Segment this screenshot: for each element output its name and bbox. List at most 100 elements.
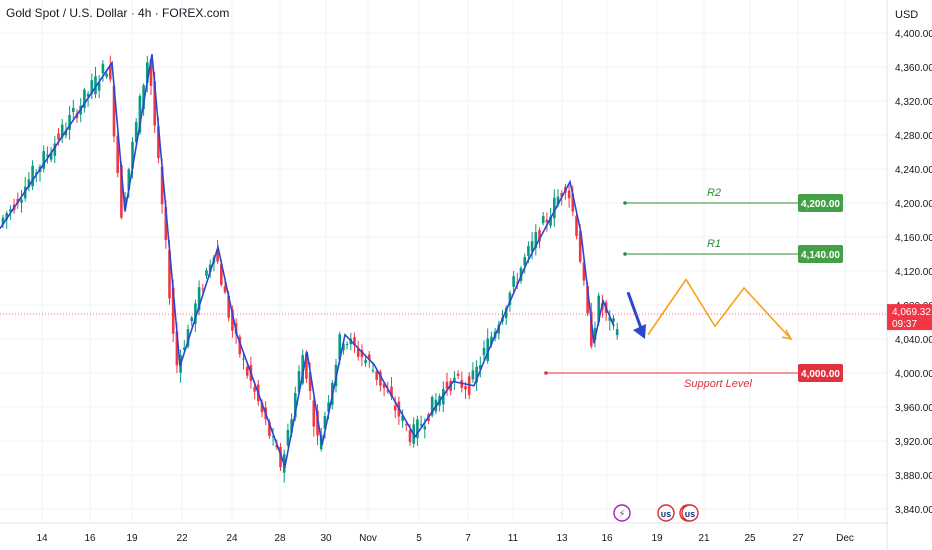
candle-body: [475, 366, 478, 383]
time-tick-label: 11: [508, 533, 519, 544]
candle-body: [312, 400, 316, 427]
candle-body: [9, 209, 12, 212]
candle-body: [360, 349, 364, 358]
candle-body: [171, 287, 175, 334]
candle-body: [27, 179, 31, 188]
candle-body: [523, 256, 526, 266]
candle-body: [534, 232, 538, 248]
level-price-label: 4,140.00: [801, 250, 840, 261]
price-tick-label: 4,320.00: [895, 97, 932, 108]
current-price-tag: [887, 304, 932, 331]
candle-body: [556, 196, 560, 205]
candle-body: [382, 383, 386, 388]
candle-body: [146, 62, 149, 83]
candle-body: [464, 386, 467, 390]
candle-body: [120, 164, 123, 218]
candle-body: [97, 82, 101, 91]
symbol-title[interactable]: Gold Spot / U.S. Dollar · 4h · FOREX.com: [6, 6, 230, 20]
bar-countdown: 09:37: [892, 319, 917, 330]
candle-body: [20, 199, 23, 203]
candle-body: [201, 288, 205, 290]
price-tick-label: 3,840.00: [895, 505, 932, 516]
level-price-badge: [798, 194, 843, 212]
currency-label[interactable]: USD: [895, 9, 919, 21]
candle-body: [197, 287, 201, 311]
candle-body: [549, 216, 552, 226]
candle-body: [371, 370, 375, 372]
candle-body: [186, 329, 190, 347]
candle-body: [175, 331, 179, 366]
candle-body: [231, 309, 234, 331]
price-tick-label: 4,200.00: [895, 199, 932, 210]
candle-body: [430, 397, 434, 416]
candle-body: [35, 172, 38, 174]
us-event-icon: [681, 504, 699, 522]
time-tick-label: 24: [226, 533, 238, 544]
candle-body: [5, 212, 8, 220]
candle-body: [578, 230, 582, 262]
candle-body: [486, 338, 489, 362]
candle-body: [386, 390, 390, 392]
event-marker-glyph: US: [685, 511, 696, 519]
wave-polyline: [0, 54, 615, 470]
level-name: R2: [707, 187, 721, 199]
candle-body: [612, 318, 615, 322]
candle-body: [301, 355, 304, 384]
projection-polyline: [647, 278, 792, 340]
time-tick-label: 27: [792, 533, 804, 544]
time-tick-label: 16: [84, 533, 96, 544]
price-tick-label: 3,920.00: [895, 437, 932, 448]
candle-body: [142, 85, 145, 110]
candle-body: [153, 81, 156, 126]
candle-body: [101, 63, 105, 74]
candle-body: [216, 249, 219, 262]
candles: [1, 55, 619, 483]
candle-body: [90, 80, 94, 94]
level-price-label: 4,000.00: [801, 369, 840, 380]
candle-body: [242, 358, 245, 360]
price-tick-label: 4,240.00: [895, 165, 932, 176]
candle-body: [538, 230, 541, 242]
candle-body: [327, 402, 330, 412]
candle-body: [160, 166, 164, 205]
candle-body: [615, 329, 619, 336]
candle-body: [279, 446, 282, 468]
time-tick-label: 13: [556, 533, 568, 544]
candle-body: [168, 250, 171, 299]
candle-body: [571, 193, 575, 212]
candle-body: [138, 96, 142, 133]
candle-body: [49, 152, 53, 160]
candle-body: [208, 264, 212, 272]
candle-body: [527, 245, 530, 256]
time-tick-label: 22: [176, 533, 188, 544]
candle-body: [238, 336, 242, 355]
candle-body: [64, 130, 68, 136]
candle-body: [445, 381, 449, 389]
time-axis: 14 16 19 22 24 28 30 Nov 5 7 11 13 16 19 21 25 27 Dec: [36, 533, 853, 544]
candle-body: [286, 429, 290, 446]
candle-body: [597, 295, 600, 323]
us-event-icon: [657, 504, 675, 522]
candle-body: [245, 366, 249, 376]
candle-body: [593, 328, 597, 341]
candle-body: [541, 216, 545, 224]
candle-body: [72, 107, 75, 113]
time-tick-label: 30: [320, 533, 332, 544]
candle-body: [497, 324, 501, 334]
candle-body: [567, 190, 571, 199]
candle-body: [353, 337, 356, 346]
candle-body: [530, 241, 534, 252]
time-tick-label: 14: [36, 533, 48, 544]
candle-body: [345, 343, 349, 345]
level-anchor: [623, 252, 627, 256]
candle-body: [157, 126, 160, 159]
time-tick-label: Dec: [836, 533, 854, 544]
time-tick-label: 19: [126, 533, 138, 544]
price-tick-label: 4,360.00: [895, 63, 932, 74]
candle-body: [260, 402, 264, 413]
projection-arrowhead: [781, 329, 793, 341]
event-marker-glyph: US: [661, 511, 672, 519]
price-tick-label: 4,120.00: [895, 267, 932, 278]
